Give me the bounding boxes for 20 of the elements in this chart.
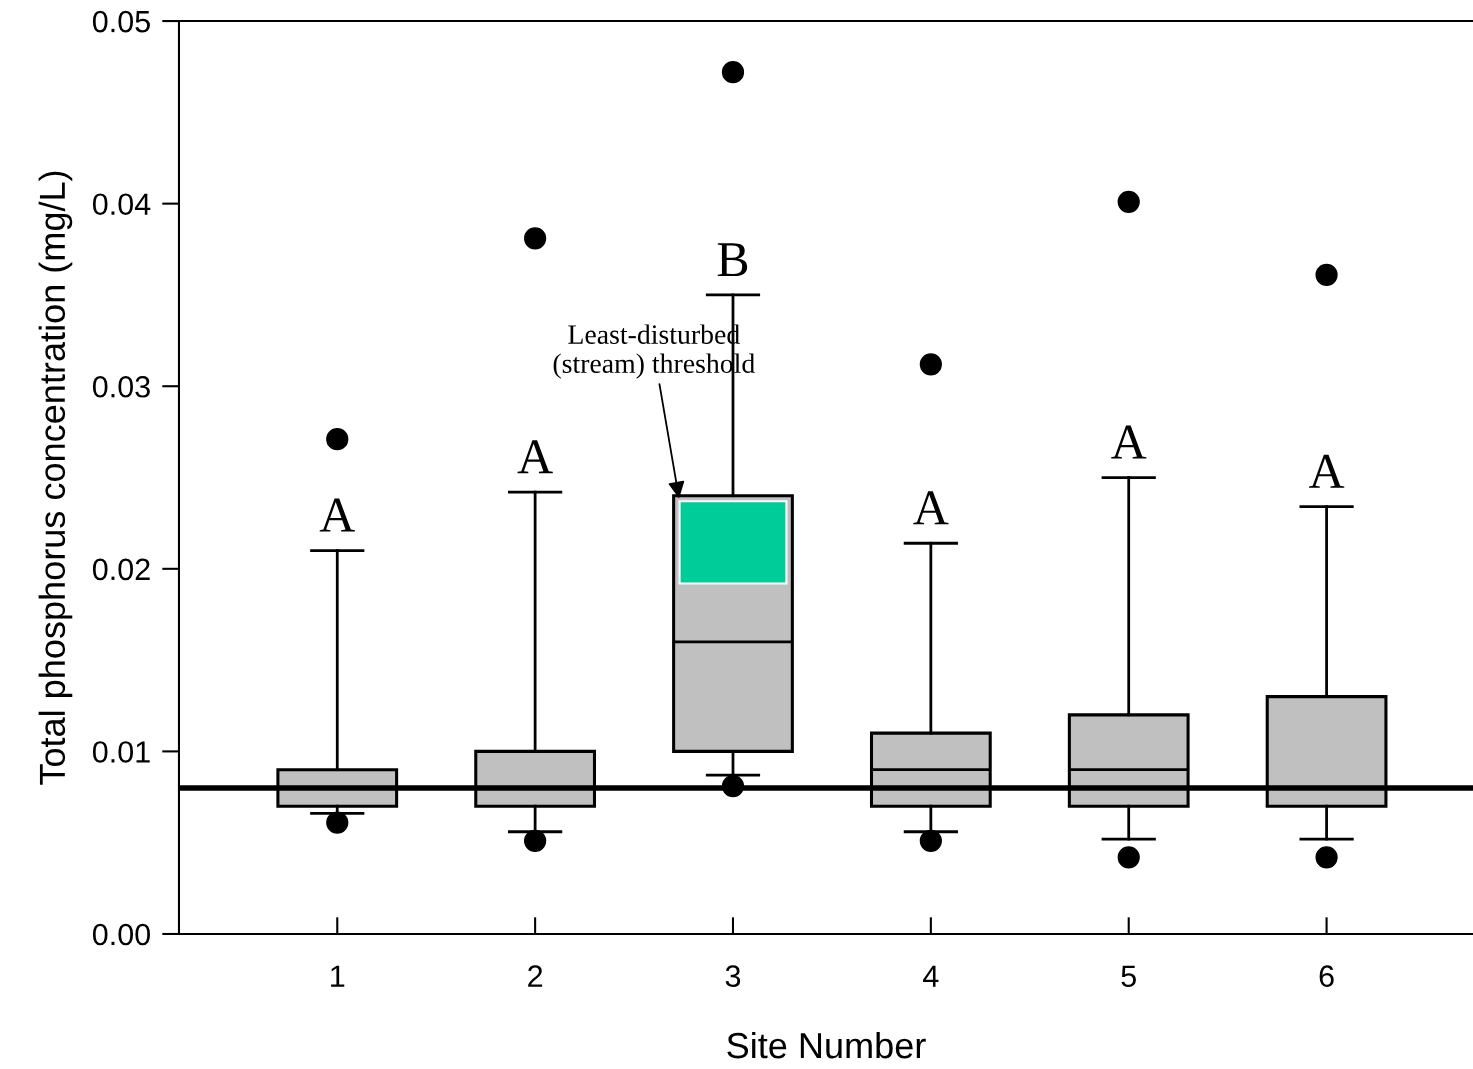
x-axis-title: Site Number: [727, 1031, 926, 1059]
annotation: B: [717, 243, 748, 277]
annotation: A: [319, 498, 355, 532]
x-tick-label: 3: [725, 965, 741, 987]
x-tick-label: 2: [528, 965, 543, 987]
annotation: A: [1111, 425, 1147, 459]
y-tick-label: 0.03: [92, 375, 150, 398]
x-tick-label: 6: [1319, 965, 1334, 987]
y-tick-label: 0.02: [92, 558, 150, 581]
annotation: A: [1309, 454, 1345, 488]
annotation: A: [913, 491, 949, 525]
y-tick-label: 0.05: [92, 10, 150, 33]
y-tick-label: 0.04: [92, 193, 151, 216]
y-axis-title: Total phosphorus concentration (mg/L): [38, 171, 73, 785]
y-tick-label: 0.00: [92, 923, 150, 946]
y-tick-label: 0.01: [92, 741, 150, 763]
x-tick-label: 1: [331, 965, 345, 987]
x-tick-label: 4: [923, 965, 939, 987]
x-tick-label: 5: [1121, 965, 1136, 987]
annotation: A: [517, 440, 553, 474]
